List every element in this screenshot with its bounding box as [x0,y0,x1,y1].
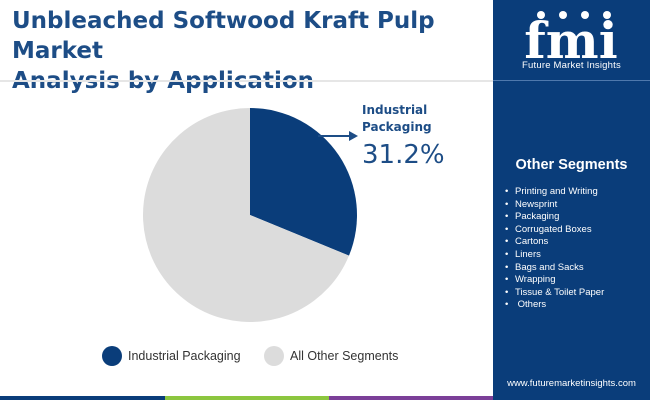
logo-dot-icon [603,11,611,19]
callout-label-line-1: Industrial [362,103,428,117]
fmi-logo: fmi [524,11,618,70]
logo-dot-icon [559,11,567,19]
title-divider [0,80,493,82]
callout-label-line-2: Packaging [362,120,432,134]
callout-label: Industrial Packaging [362,102,492,136]
segment-item: • Packaging [505,211,560,223]
legend-label-all-other-segments: All Other Segments [290,349,399,363]
bottom-bar-segment-green [165,396,329,400]
title-line-1: Unbleached Softwood Kraft Pulp Market [12,8,435,64]
callout-value: 31.2% [362,140,445,170]
segment-item: • Corrugated Boxes [505,223,592,235]
brand-name: Future Market Insights [522,60,621,71]
bottom-bar-segment-purple [329,396,493,400]
logo-letters: fmi [524,11,617,70]
bottom-bar-segment-blue [0,396,165,400]
segment-item: • Newsprint [505,198,558,210]
pie-slice-industrial-packaging [250,108,358,256]
bottom-color-bar [0,396,493,400]
pie-slice-all-other-segments [143,108,349,322]
segment-item: • Wrapping [505,274,556,286]
callout-arrow-head [349,131,358,141]
side-panel: fmi Future Market Insights Other Segment… [493,0,650,400]
segment-item: • Bags and Sacks [505,261,584,273]
logo-dot-icon [581,11,589,19]
website-url[interactable]: www.futuremarketinsights.com [507,378,636,389]
segment-item: • Liners [505,248,541,260]
segment-item: • Others [505,299,547,311]
legend-swatch-industrial-packaging [102,346,122,366]
segment-item: • Printing and Writing [505,186,598,197]
panel-divider [493,80,650,81]
pie-chart [143,108,358,322]
other-segments-title: Other Segments [515,157,628,173]
legend-label-industrial-packaging: Industrial Packaging [128,349,241,363]
logo-dot-icon [537,11,545,19]
other-segments-list: • Printing and Writing • Newsprint • Packag… [505,186,604,312]
legend-swatch-all-other-segments [264,346,284,366]
segment-item: • Cartons [505,236,549,248]
segment-item: • Tissue & Toilet Paper [505,286,605,298]
